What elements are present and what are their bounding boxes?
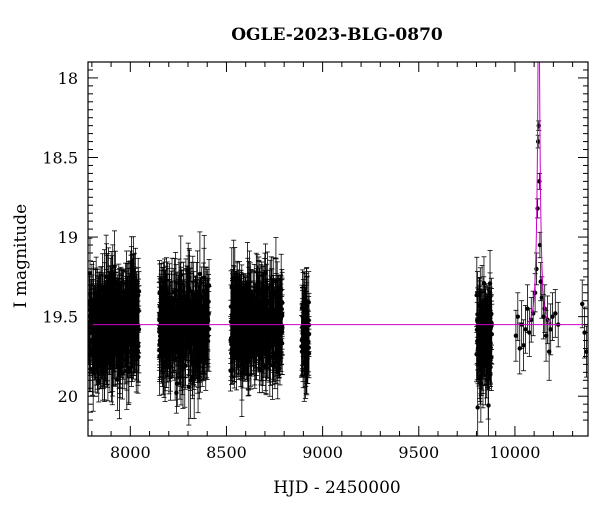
data-point: [275, 369, 280, 375]
data-point: [112, 264, 117, 269]
data-point: [183, 363, 188, 368]
data-point: [180, 331, 186, 336]
data-point: [136, 293, 141, 298]
data-point: [95, 312, 100, 318]
data-point: [201, 316, 206, 321]
data-point: [136, 344, 141, 349]
data-point: [107, 338, 113, 343]
data-point: [249, 313, 254, 319]
data-point: [176, 308, 182, 314]
data-point: [233, 329, 238, 334]
data-point: [110, 272, 115, 277]
data-point: [93, 318, 98, 323]
data-point: [136, 327, 142, 332]
data-point: [230, 312, 236, 318]
data-point: [118, 340, 123, 345]
data-point: [237, 303, 242, 309]
data-point: [128, 324, 133, 330]
data-point: [157, 304, 163, 309]
data-point: [279, 326, 285, 332]
data-point: [197, 271, 203, 277]
data-points: [88, 62, 588, 436]
data-point: [131, 293, 136, 298]
data-point: [92, 359, 98, 364]
data-point: [117, 321, 123, 327]
data-point: [127, 297, 133, 302]
data-point: [89, 311, 94, 316]
data-point: [167, 303, 172, 308]
data-point: [172, 346, 177, 352]
data-point: [203, 309, 208, 314]
plot-area: [88, 62, 588, 436]
data-point: [91, 302, 96, 307]
data-point: [117, 365, 123, 371]
data-point: [189, 330, 195, 335]
data-point: [242, 307, 247, 312]
data-point: [272, 360, 278, 365]
data-point: [193, 296, 199, 301]
data-point: [98, 313, 103, 318]
data-point: [199, 303, 204, 308]
data-point: [133, 297, 138, 302]
data-point: [165, 355, 170, 360]
data-point: [104, 338, 109, 343]
data-point: [235, 297, 240, 302]
data-point: [197, 307, 203, 312]
data-point: [110, 360, 115, 365]
data-point: [188, 378, 193, 383]
data-point: [263, 270, 268, 276]
data-point: [112, 310, 118, 316]
data-point: [131, 343, 137, 348]
data-point: [164, 297, 169, 303]
data-point: [270, 350, 276, 356]
data-point: [124, 337, 130, 342]
data-point: [169, 328, 174, 333]
data-point: [157, 329, 162, 334]
data-point: [90, 348, 95, 354]
data-point: [186, 306, 191, 311]
data-point: [171, 289, 177, 294]
data-point: [196, 329, 201, 334]
data-point: [106, 299, 112, 305]
data-point: [104, 315, 110, 320]
data-point: [162, 279, 167, 284]
data-point: [167, 349, 172, 355]
data-point: [174, 298, 179, 304]
data-point: [206, 311, 211, 316]
chart-title: OGLE-2023-BLG-0870: [231, 25, 443, 45]
x-axis-label: HJD - 2450000: [273, 478, 401, 498]
data-point: [246, 326, 251, 331]
data-point: [104, 355, 110, 360]
data-point: [267, 301, 272, 306]
y-axis-label: I magnitude: [11, 204, 31, 308]
data-point: [203, 305, 209, 310]
data-point: [228, 368, 233, 373]
data-point: [184, 292, 189, 298]
data-point: [113, 299, 118, 304]
data-point: [160, 314, 166, 319]
data-point: [99, 317, 104, 322]
data-point: [180, 304, 186, 309]
data-point: [177, 353, 183, 359]
data-point: [201, 348, 207, 354]
data-point: [263, 364, 269, 369]
data-point: [259, 316, 265, 321]
